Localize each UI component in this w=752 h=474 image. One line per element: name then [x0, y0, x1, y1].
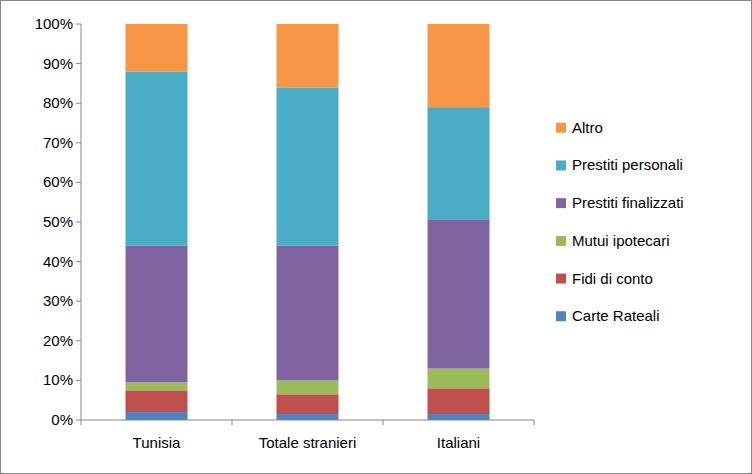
chart-frame: [1, 1, 752, 474]
legend-label: Prestiti finalizzati: [572, 194, 684, 211]
bar-segment: [428, 369, 490, 389]
y-tick: [76, 103, 81, 104]
legend-label: Fidi di conto: [572, 270, 653, 287]
y-tick-label: 30%: [43, 292, 73, 309]
y-tick: [76, 24, 81, 25]
chart: 0% 10% 20% 30% 40% 50% 60% 70% 80% 90% 100% Tunisia…: [0, 0, 752, 474]
y-tick-label: 50%: [43, 213, 73, 230]
y-tick: [76, 63, 81, 64]
y-tick-label: 90%: [43, 55, 73, 72]
x-tick: [81, 420, 82, 425]
bar-segment: [277, 246, 339, 381]
bar-segment: [126, 412, 188, 420]
y-tick-label: 60%: [43, 173, 73, 190]
legend-swatch: [556, 123, 566, 133]
legend-swatch: [556, 198, 566, 208]
bar-segment: [126, 382, 188, 390]
y-tick: [76, 222, 81, 223]
y-tick: [76, 301, 81, 302]
bars: [126, 24, 490, 420]
bar-segment: [126, 24, 188, 72]
y-axis: [81, 24, 82, 420]
bar-segment: [428, 414, 490, 420]
bar-segment: [428, 220, 490, 369]
legend-label: Prestiti personali: [572, 156, 683, 173]
bar-segment: [277, 87, 339, 245]
legend-label: Mutui ipotecari: [572, 232, 670, 249]
y-tick-label: 10%: [43, 371, 73, 388]
bar-segment: [428, 388, 490, 414]
y-tick: [76, 340, 81, 341]
y-tick-label: 100%: [35, 15, 73, 32]
x-tick-label: Italiani: [437, 434, 480, 451]
y-tick: [76, 420, 81, 421]
x-tick-label: Tunisia: [133, 434, 181, 451]
legend-swatch: [556, 236, 566, 246]
legend-label: Altro: [572, 119, 603, 136]
bar-segment: [277, 24, 339, 87]
y-tick-label: 70%: [43, 134, 73, 151]
x-axis: [81, 420, 534, 421]
x-tick: [232, 420, 233, 425]
y-tick-label: 80%: [43, 94, 73, 111]
y-tick: [76, 261, 81, 262]
y-tick-label: 20%: [43, 332, 73, 349]
legend-swatch: [556, 311, 566, 321]
y-tick: [76, 142, 81, 143]
bar-segment: [428, 24, 490, 107]
legend-swatch: [556, 160, 566, 170]
bar-segment: [126, 246, 188, 383]
bar-segment: [277, 394, 339, 414]
bar-segment: [428, 107, 490, 220]
legend-label: Carte Rateali: [572, 307, 660, 324]
x-tick-label: Totale stranieri: [259, 434, 357, 451]
bar-segment: [126, 72, 188, 246]
legend-swatch: [556, 274, 566, 284]
bar-segment: [277, 380, 339, 394]
y-tick-label: 40%: [43, 253, 73, 270]
bar-segment: [277, 414, 339, 420]
y-tick-label: 0%: [51, 411, 73, 428]
x-tick: [383, 420, 384, 425]
y-tick: [76, 182, 81, 183]
y-tick: [76, 380, 81, 381]
x-tick: [534, 420, 535, 425]
bar-segment: [126, 390, 188, 412]
